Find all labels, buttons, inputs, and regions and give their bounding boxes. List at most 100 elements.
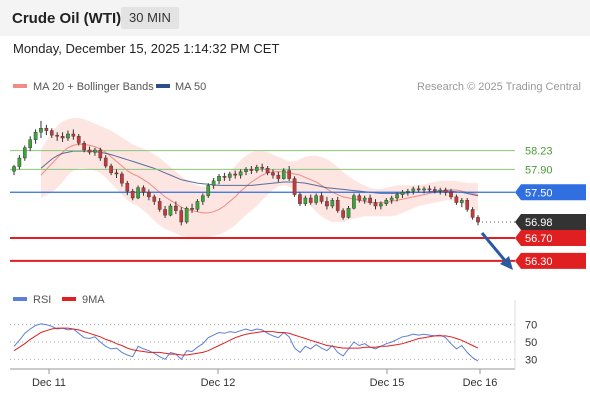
support-tag [515, 252, 586, 269]
bull-candle-body [211, 180, 216, 186]
bear-candle-body [449, 192, 453, 198]
bear-candle-body [152, 196, 157, 202]
candle [195, 199, 200, 212]
bull-candle-body [406, 190, 410, 193]
candle [28, 136, 33, 152]
bull-candle-body [17, 157, 22, 167]
candle [325, 196, 329, 210]
candle [130, 188, 135, 201]
candle [120, 171, 124, 187]
rsi-ma-line [13, 327, 479, 356]
bear-candle-body [298, 194, 302, 204]
ma50-line [40, 150, 479, 197]
candle [281, 168, 286, 180]
candle [287, 166, 291, 181]
bear-candle-body [163, 209, 167, 216]
candle [384, 198, 389, 206]
candle [190, 203, 194, 213]
candle [179, 207, 184, 226]
bear-candle-body [416, 188, 421, 191]
candle [227, 171, 232, 181]
candle [303, 195, 308, 206]
rsi-line [13, 323, 479, 362]
candle [76, 134, 81, 146]
candle [244, 167, 248, 176]
bull-candle-body [227, 173, 232, 178]
ma50-legend-label: MA 50 [175, 81, 206, 93]
bear-candle-body [141, 187, 146, 193]
bear-candle-body [357, 195, 362, 201]
bull-candle-body [12, 166, 16, 172]
candle [465, 198, 470, 212]
bear-candle-body [341, 210, 345, 218]
candle [49, 128, 54, 138]
bull-candle-body [244, 169, 248, 172]
bull-candle-body [33, 132, 38, 140]
bear-candle-body [190, 208, 194, 210]
bear-candle-body [114, 172, 119, 175]
chart-header [0, 0, 590, 36]
bear-candle-body [470, 209, 475, 218]
candle [141, 185, 146, 196]
candle [71, 129, 76, 140]
bear-candle-body [465, 200, 470, 210]
bear-candle-body [87, 149, 92, 153]
candle [438, 187, 443, 195]
candle [308, 194, 313, 205]
candle [33, 129, 38, 144]
candle [433, 186, 437, 194]
interval-button[interactable]: 30 MIN [121, 7, 179, 29]
candle [411, 186, 416, 195]
candle [260, 163, 265, 172]
bear-candle-body [265, 168, 270, 174]
candle [271, 169, 275, 179]
bull-candle-body [206, 185, 211, 196]
rsi-legend-label: RSI [33, 294, 51, 306]
bear-candle-body [335, 200, 340, 211]
candle [319, 192, 324, 204]
bear-candle-body [443, 189, 448, 193]
candle [17, 155, 22, 170]
bull-candle-body [459, 200, 464, 203]
bear-candle-body [249, 169, 254, 171]
ma20-legend-label: MA 20 + Bollinger Bands [33, 81, 154, 93]
bull-candle-body [217, 176, 221, 182]
ma20-line [40, 143, 479, 214]
candle [60, 132, 65, 142]
bull-candle-body [184, 208, 189, 223]
bear-candle-body [125, 182, 130, 192]
bull-candle-body [362, 197, 367, 201]
bear-candle-body [222, 176, 227, 178]
bear-candle-body [319, 195, 324, 202]
bear-candle-body [49, 130, 54, 136]
x-tick-label: Dec 15 [370, 377, 405, 389]
bull-candle-body [66, 133, 70, 139]
bear-candle-body [427, 188, 432, 191]
candle [330, 198, 335, 209]
bull-candle-body [330, 200, 335, 207]
candle [12, 164, 16, 176]
bear-candle-body [368, 197, 372, 203]
candle [352, 193, 356, 210]
bear-candle-body [233, 173, 238, 176]
bull-candle-body [384, 200, 389, 204]
candle [103, 155, 108, 169]
candle [459, 198, 464, 208]
candle [174, 201, 178, 214]
bull-candle-body [379, 203, 383, 207]
candle [163, 206, 167, 218]
rsi-legend-swatch [13, 297, 27, 301]
resistance-label: 57.90 [525, 164, 553, 176]
bear-candle-body [120, 173, 124, 184]
bull-candle-body [22, 147, 27, 159]
x-tick-label: Dec 11 [32, 377, 66, 389]
candle [211, 178, 216, 189]
rsi-tick-label: 30 [525, 354, 537, 366]
candle [114, 169, 119, 178]
candle [276, 171, 281, 182]
candle [93, 147, 97, 156]
candle [427, 185, 432, 193]
bull-candle-body [389, 197, 394, 201]
candle [233, 170, 238, 179]
candle [357, 193, 362, 203]
